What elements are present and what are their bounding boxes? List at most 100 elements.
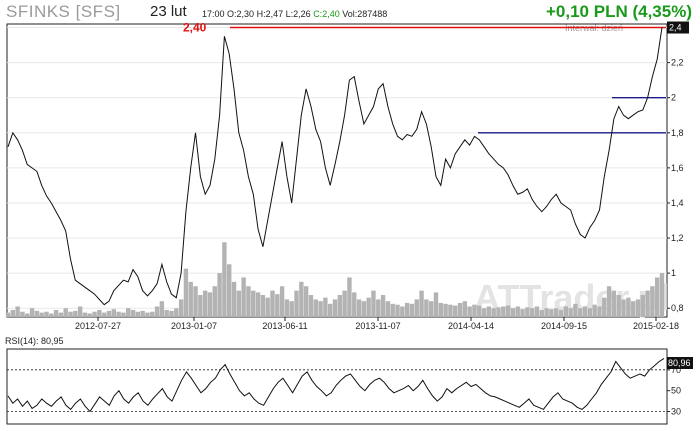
close-value: C:2,40	[313, 9, 340, 19]
volume-bar	[366, 297, 371, 317]
y-tick-label: 1,8	[671, 128, 684, 138]
volume-value: Vol:287488	[342, 9, 388, 19]
volume-bar	[472, 304, 477, 317]
rsi-tick-label: 70	[671, 365, 681, 375]
x-tick-label: 2013-01-07	[171, 321, 217, 331]
volume-bar	[299, 281, 304, 317]
volume-bar	[279, 286, 285, 317]
volume-bar	[453, 305, 458, 317]
volume-bar	[231, 281, 237, 317]
volume-bar	[573, 303, 578, 317]
volume-bar	[539, 309, 544, 317]
volume-bar	[361, 301, 367, 317]
volume-bar	[529, 308, 535, 317]
volume-bar	[630, 301, 636, 317]
volume-bar	[428, 301, 434, 317]
volume-bar	[183, 268, 189, 317]
volume-bar	[424, 299, 429, 317]
ohlc-readout: 17:00 O:2,30 H:2,47 L:2,26 C:2,40 Vol:28…	[202, 9, 387, 19]
volume-bar	[207, 292, 213, 317]
volume-bar	[275, 294, 280, 317]
volume-bar	[198, 295, 203, 317]
volume-bar	[29, 308, 35, 317]
volume-bar	[87, 313, 92, 317]
volume-bar	[188, 281, 193, 317]
volume-bar	[97, 309, 102, 317]
volume-bar	[260, 295, 266, 317]
volume-bar	[534, 306, 540, 317]
volume-bar	[635, 299, 641, 317]
volume-bar	[154, 306, 160, 317]
volume-bar	[10, 309, 16, 317]
volume-bar	[616, 295, 621, 317]
volume-bar	[587, 308, 593, 317]
volume-bar	[337, 295, 343, 317]
volume-bar	[58, 312, 64, 317]
y-tick-label: 0,8	[671, 303, 684, 313]
volume-bar	[597, 306, 602, 317]
volume-bar	[462, 301, 468, 317]
volume-bar	[255, 292, 261, 317]
rsi-tick-label: 50	[671, 386, 681, 396]
volume-bar	[270, 290, 275, 317]
price-line	[7, 27, 663, 306]
x-tick-label: 2015-02-18	[633, 321, 679, 331]
volume-bar	[202, 290, 208, 317]
price-panel: ATTrader.pl Interwał: dzień 2,40 2,221,8…	[5, 21, 689, 331]
volume-bar	[558, 309, 564, 317]
volume-bar	[327, 303, 333, 317]
volume-bar	[352, 292, 357, 317]
x-tick-label: 2013-11-07	[355, 321, 400, 331]
volume-bar	[409, 303, 415, 317]
rsi-plot-frame	[6, 348, 668, 425]
rsi-line	[7, 357, 665, 413]
high-value: H:2,47	[256, 9, 284, 19]
volume-bar	[236, 290, 242, 317]
x-tick-label: 2013-06-11	[262, 321, 307, 331]
volume-bar	[400, 306, 405, 317]
volume-bar	[222, 242, 227, 317]
volume-bar	[318, 301, 323, 317]
quote-time: 17:00	[202, 9, 225, 19]
volume-bar	[111, 309, 116, 317]
volume-bar	[294, 290, 299, 317]
rsi-panel: RSI(14): 80,95 70 50 30 80,96	[5, 336, 693, 425]
volume-bar	[414, 299, 419, 317]
volume-bar	[53, 309, 59, 317]
volume-bar	[126, 308, 131, 317]
ticker-symbol: SFINKS [SFS]	[6, 2, 121, 21]
volume-bar	[49, 313, 54, 317]
volume-bar	[395, 304, 400, 317]
volume-bar	[342, 290, 347, 317]
volume-bar	[477, 305, 482, 317]
volume-bar	[491, 308, 496, 317]
volume-bar	[5, 312, 11, 317]
volume-bar	[602, 297, 607, 317]
horizontal-lines	[230, 26, 666, 134]
volume-bar	[82, 312, 88, 317]
volume-bar	[390, 303, 395, 317]
volume-bar	[419, 290, 424, 317]
volume-bar	[563, 306, 569, 317]
volume-bar	[101, 312, 107, 317]
volume-bar	[106, 310, 112, 317]
y-tick-label: 2	[671, 93, 676, 103]
volume-bar	[332, 299, 338, 317]
y-tick-label: 1	[671, 268, 676, 278]
volume-bar	[510, 308, 516, 317]
volume-bar	[611, 290, 617, 317]
volume-bar	[448, 304, 453, 317]
volume-bar	[554, 308, 559, 317]
y-tick-label: 2,2	[671, 58, 684, 68]
rsi-last-box	[667, 357, 693, 369]
volume-bar	[505, 305, 511, 317]
volume-bar	[246, 286, 251, 317]
volume-bar	[164, 309, 169, 317]
volume-bar	[645, 290, 650, 317]
last-price-box	[667, 21, 689, 34]
volume-bar	[371, 290, 376, 317]
volume-bar	[34, 310, 40, 317]
volume-bar	[347, 277, 352, 317]
volume-bar	[568, 308, 573, 317]
volume-bar	[284, 299, 290, 317]
